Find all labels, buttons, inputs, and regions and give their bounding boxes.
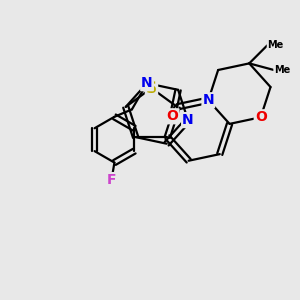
- Text: N: N: [202, 93, 214, 107]
- Text: F: F: [107, 173, 116, 187]
- Text: N: N: [141, 76, 153, 90]
- Text: Me: Me: [267, 40, 284, 50]
- Text: N: N: [182, 113, 194, 127]
- Text: Me: Me: [274, 65, 290, 75]
- Text: S: S: [146, 81, 157, 96]
- Text: O: O: [255, 110, 267, 124]
- Text: O: O: [167, 109, 178, 123]
